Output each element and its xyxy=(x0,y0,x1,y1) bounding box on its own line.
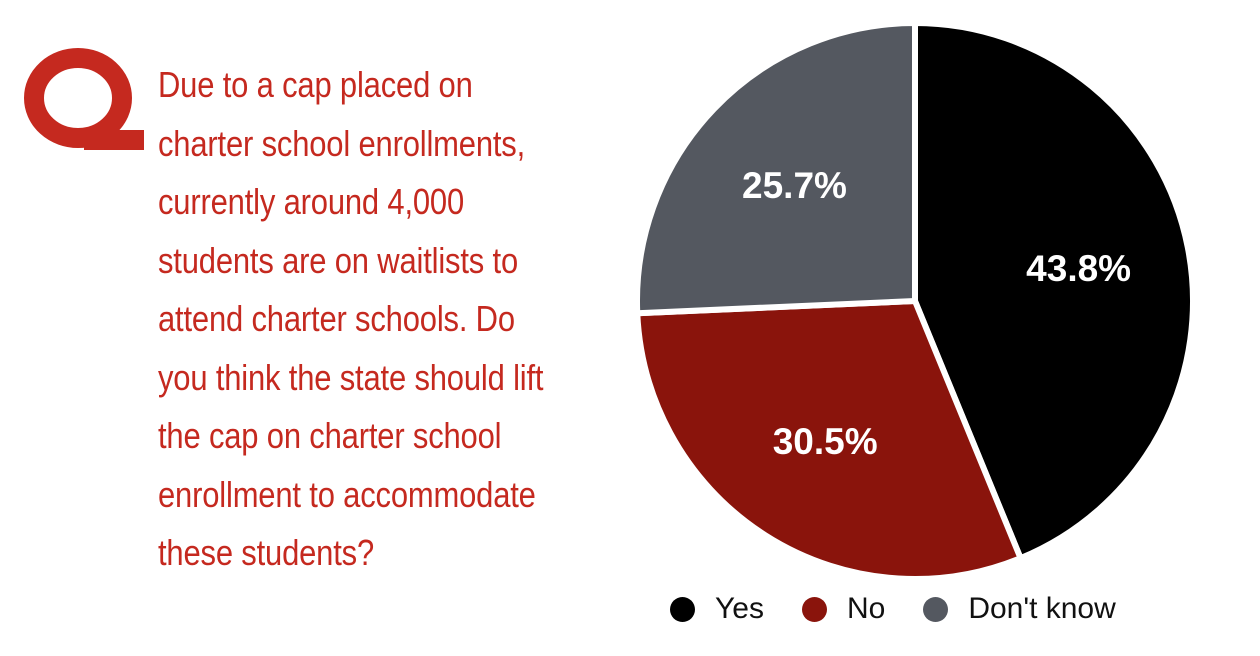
pie-slice-no xyxy=(634,298,1024,582)
legend-item-yes: Yes xyxy=(670,592,764,626)
legend-item-no: No xyxy=(801,592,886,626)
q-logo-icon: Q xyxy=(24,48,144,150)
pie-slice-yes xyxy=(912,20,1196,562)
legend-label-dont-know: Don't know xyxy=(968,592,1116,625)
question-text: Due to a cap placed on charter school en… xyxy=(158,64,544,573)
legend-dot-dont-know xyxy=(923,596,949,622)
pie-slice-label-no: 30.5% xyxy=(773,421,878,462)
legend-label-yes: Yes xyxy=(715,592,764,625)
pie-chart: 43.8% 30.5% 25.7% xyxy=(634,20,1196,582)
pie-slice-labels: 43.8% 30.5% 25.7% xyxy=(742,165,1131,462)
legend-dot-no xyxy=(801,596,827,622)
legend-item-dont-know: Don't know xyxy=(923,592,1116,626)
pie-slices xyxy=(634,20,1196,582)
chart-legend: Yes No Don't know xyxy=(670,584,1154,634)
legend-dot-yes xyxy=(670,596,695,622)
pie-slice-label-yes: 43.8% xyxy=(1026,248,1131,289)
pie-slice-label-don-t-know: 25.7% xyxy=(742,165,847,206)
legend-label-no: No xyxy=(846,592,886,625)
pie-slice-don-t-know xyxy=(634,20,918,317)
